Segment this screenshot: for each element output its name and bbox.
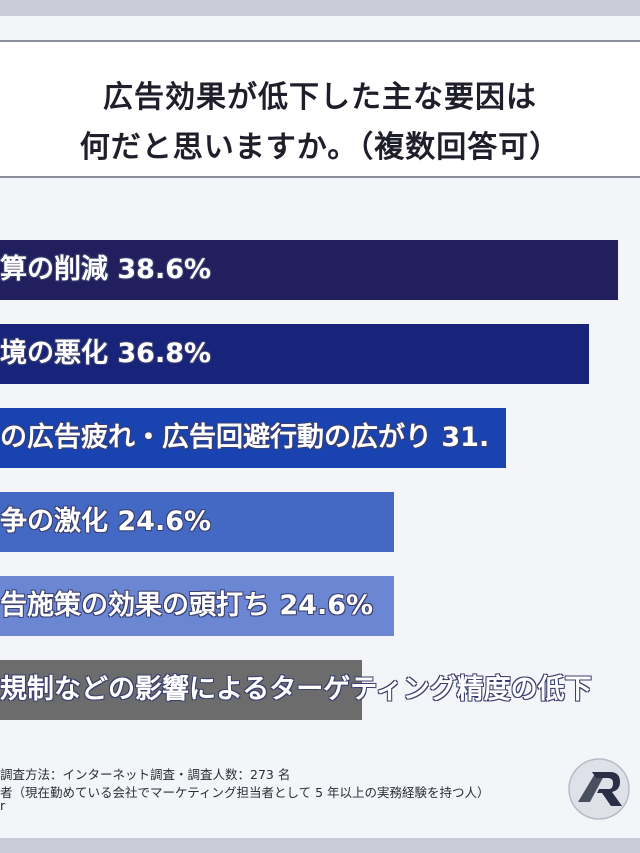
bar-chart: 算の削減 38.6% 境の悪化 36.8% の広告疲れ・広告回避行動の広がり 31.… (0, 16, 640, 838)
bar-5 (0, 576, 394, 636)
title-box: 広告効果が低下した主な要因は 何だと思いますか。（複数回答可） (0, 40, 640, 178)
frame-top-band (0, 0, 640, 16)
bar-label-1: 算の削減 38.6% (0, 254, 212, 285)
bar-6 (0, 660, 362, 720)
chart-title-line-1: 広告効果が低下した主な要因は (103, 80, 537, 115)
bar-label-4: 争の激化 24.6% (0, 506, 212, 537)
bar-1 (0, 240, 618, 300)
bar-3 (0, 408, 506, 468)
footnote-respondents: 者（現在勤めている会社でマーケティング担当者として 5 年以上の実務経験を持つ人… (0, 785, 490, 800)
infographic-card: 広告効果が低下した主な要因は 何だと思いますか。（複数回答可） 算の削減 38.… (0, 16, 640, 838)
bar-label-6: 規制などの影響によるターゲティング精度の低下 (0, 674, 592, 705)
footnote-extra: r (0, 798, 6, 813)
bar-label-2: 境の悪化 36.8% (0, 338, 212, 369)
bar-label-3: の広告疲れ・広告回避行動の広がり 31. (0, 422, 490, 453)
chart-title-line-2: 何だと思いますか。（複数回答可） (79, 130, 561, 165)
bar-label-5: 告施策の効果の頭打ち 24.6% (0, 590, 374, 621)
bar-4 (0, 492, 394, 552)
bar-2 (0, 324, 589, 384)
lr-logo-icon (568, 758, 630, 820)
frame-bottom-band (0, 838, 640, 853)
footnote-survey-method: 調査方法：インターネット調査・調査人数：273 名 (0, 767, 291, 782)
